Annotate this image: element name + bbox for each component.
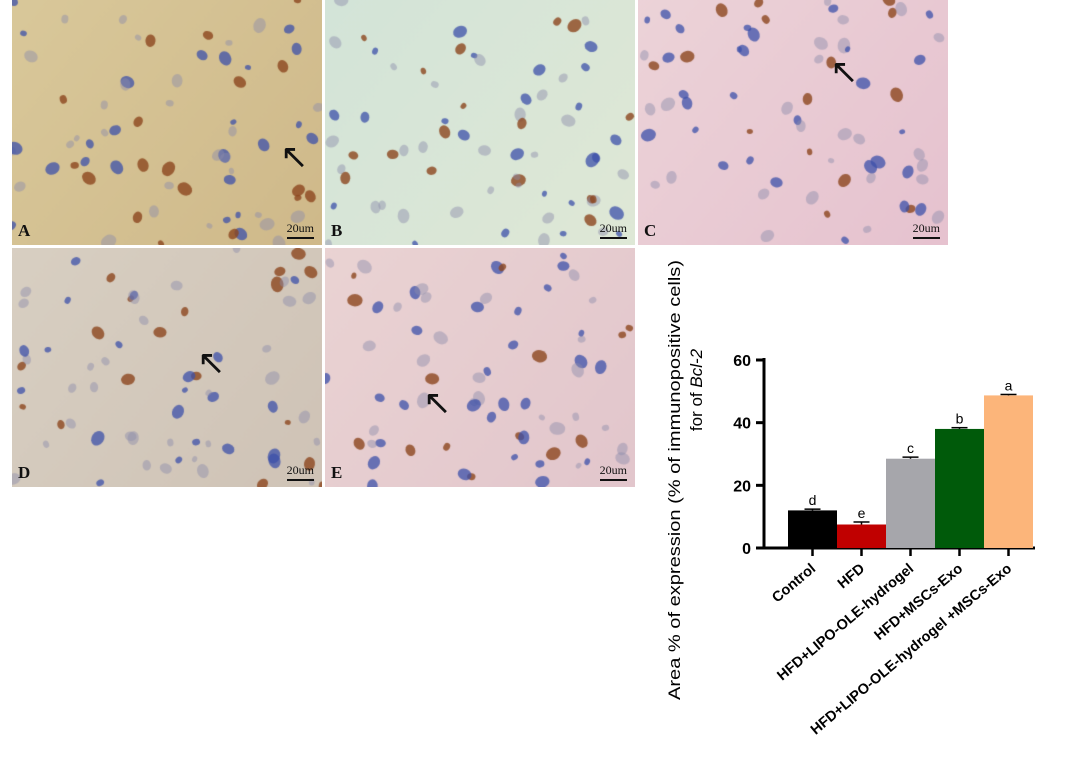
micrograph-image xyxy=(638,0,948,245)
significance-letter: e xyxy=(858,505,866,521)
scale-bar: 20um xyxy=(286,463,314,481)
x-tick-label: Control xyxy=(769,561,819,606)
scale-bar-label: 20um xyxy=(286,221,314,235)
micrograph-image xyxy=(325,0,635,245)
bar-0 xyxy=(788,510,837,548)
y-axis-label: Area % of expression (% of immunopositiv… xyxy=(665,260,684,700)
micrograph-image xyxy=(325,248,635,487)
panel-label: E xyxy=(331,463,343,482)
panel-label: D xyxy=(18,463,31,482)
significance-letter: d xyxy=(809,492,817,508)
y-tick-label: 0 xyxy=(742,541,751,558)
panel-label: C xyxy=(644,221,657,240)
significance-letter: a xyxy=(1005,377,1013,393)
bar-4 xyxy=(984,395,1033,548)
scale-bar-label: 20um xyxy=(286,463,314,477)
arrow-icon: ↖ xyxy=(280,138,309,176)
scale-bar: 20um xyxy=(286,221,314,239)
scale-bar: 20um xyxy=(912,221,940,239)
micrograph-panel-D: D 20um ↖ xyxy=(12,248,322,487)
y-tick-label: 40 xyxy=(733,416,751,433)
scale-bar: 20um xyxy=(599,463,627,481)
micrograph-panel-A: A 20um ↖ xyxy=(12,0,322,245)
panel-label: A xyxy=(18,221,31,240)
x-tick-label: HFD+MSCs-Exo xyxy=(872,561,967,644)
arrow-icon: ↖ xyxy=(197,344,226,382)
x-tick-label: HFD+LIPO-OLE-hydrogel +MSCs-Exo xyxy=(808,561,1015,739)
scale-bar-label: 20um xyxy=(912,221,940,235)
micrograph-panel-B: B 20um xyxy=(325,0,635,245)
arrow-icon: ↖ xyxy=(423,384,452,422)
arrow-icon: ↖ xyxy=(830,53,859,91)
scale-bar-label: 20um xyxy=(599,221,627,235)
bar-1 xyxy=(837,524,886,548)
bar-3 xyxy=(935,428,984,548)
significance-letter: b xyxy=(956,411,964,427)
bar-2 xyxy=(886,458,935,548)
significance-letter: c xyxy=(907,440,914,456)
micrograph-image xyxy=(12,0,322,245)
y-axis-label-line2: for of Bcl-2 xyxy=(687,348,706,431)
x-tick-label: HFD xyxy=(835,561,868,592)
micrograph-image xyxy=(12,248,322,487)
y-tick-label: 60 xyxy=(733,353,751,370)
panel-label: B xyxy=(331,221,343,240)
scale-bar: 20um xyxy=(599,221,627,239)
y-tick-label: 20 xyxy=(733,478,751,495)
micrograph-panel-C: C 20um ↖ xyxy=(638,0,948,245)
scale-bar-label: 20um xyxy=(599,463,627,477)
micrograph-panel-E: E 20um ↖ xyxy=(325,248,635,487)
